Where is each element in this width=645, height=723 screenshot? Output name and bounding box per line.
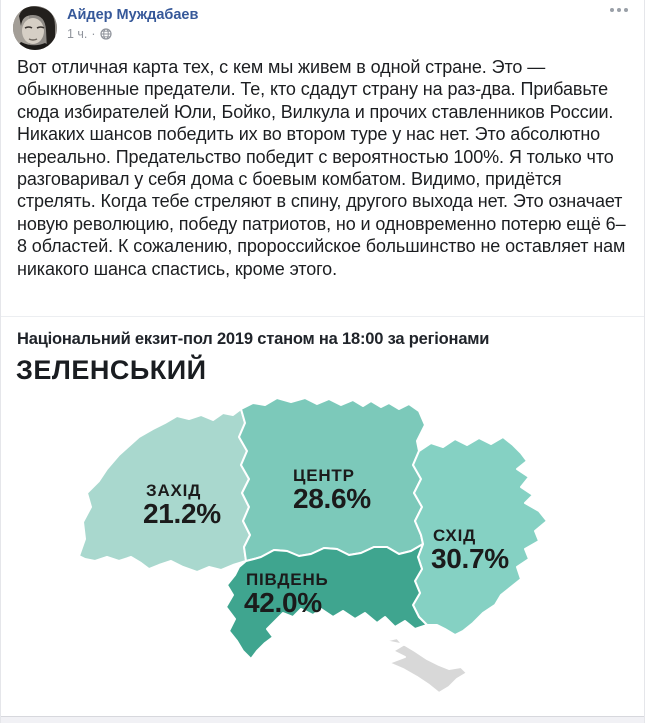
post-text: Вот отличная карта тех, с кем мы живем в… (17, 57, 631, 279)
map-title: Національний екзит-пол 2019 станом на 18… (17, 330, 490, 348)
timestamp[interactable]: 1 ч. (67, 27, 88, 41)
ukraine-map (78, 397, 548, 694)
region-shape-zakhid (78, 408, 251, 573)
more-options-icon (617, 8, 621, 12)
more-options-icon (624, 8, 628, 12)
more-options-icon (610, 8, 614, 12)
post-meta: 1 ч. · (67, 27, 198, 41)
region-shape-crimea (384, 637, 468, 694)
author-name-link[interactable]: Айдер Муждабаев (67, 7, 199, 23)
globe-icon (99, 28, 112, 40)
author-block: Айдер Муждабаев 1 ч. · (67, 6, 198, 41)
map-candidate-name: ЗЕЛЕНСЬКИЙ (16, 355, 207, 385)
avatar-photo (13, 6, 57, 50)
footer-strip (1, 716, 644, 723)
more-options-button[interactable] (606, 4, 632, 16)
region-shape-skhid (412, 436, 548, 636)
region-shape-tsentr (238, 397, 426, 562)
region-shape-pivden (225, 543, 428, 660)
attached-map-image[interactable]: Національний екзит-пол 2019 станом на 18… (1, 316, 644, 714)
meta-separator: · (91, 27, 96, 41)
post-header: Айдер Муждабаев 1 ч. · (13, 5, 632, 51)
avatar[interactable] (13, 6, 57, 50)
